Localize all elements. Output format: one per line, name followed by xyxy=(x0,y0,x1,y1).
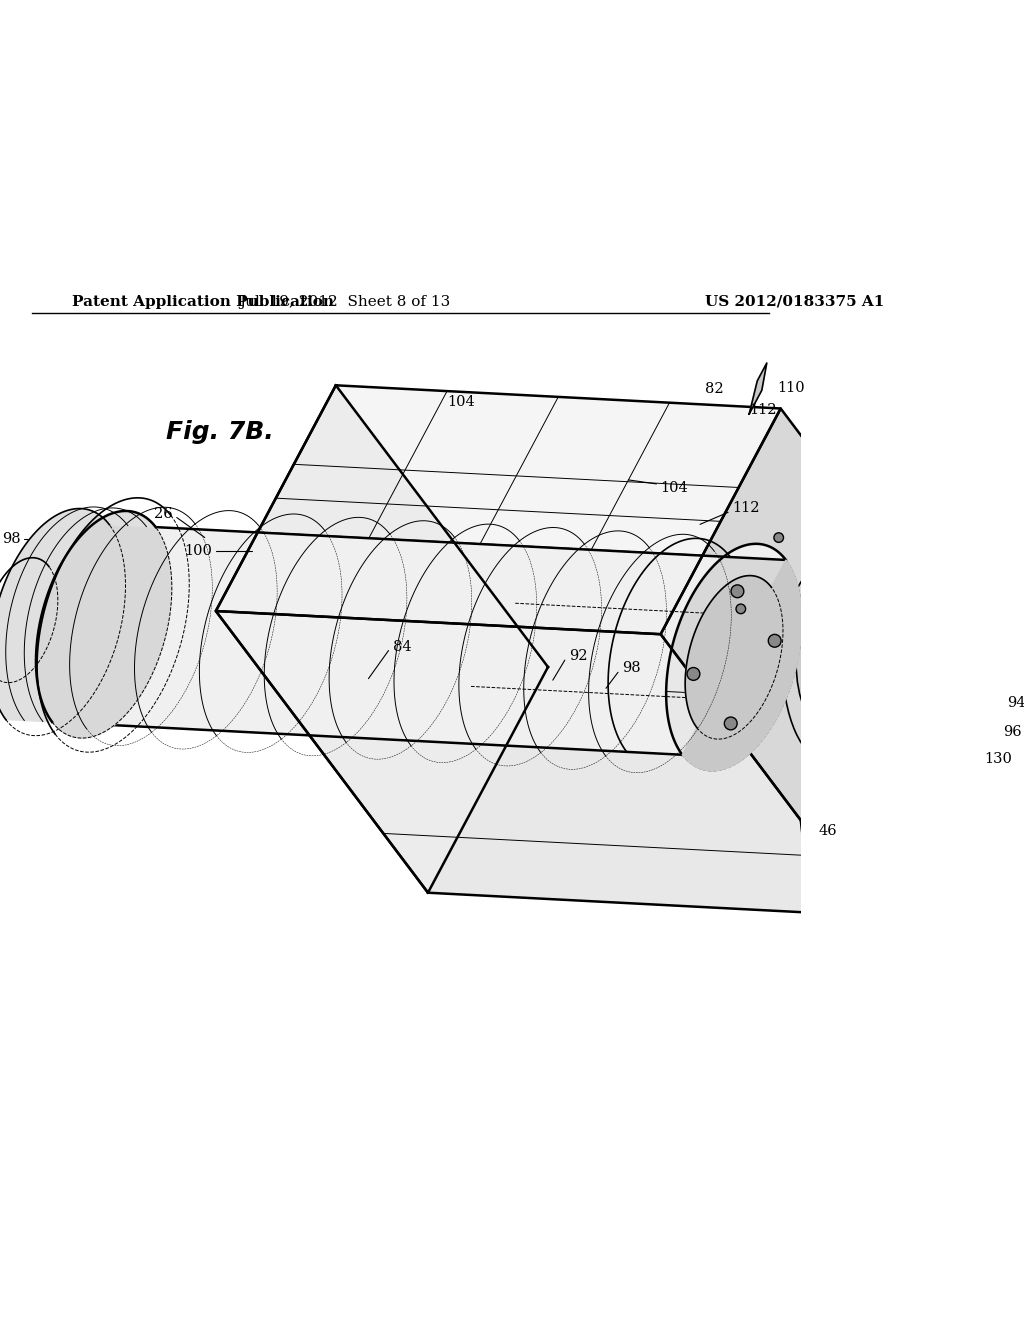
Text: 96: 96 xyxy=(1002,725,1021,739)
Text: 98: 98 xyxy=(2,532,20,546)
Polygon shape xyxy=(750,363,767,414)
Text: 104: 104 xyxy=(660,480,688,495)
Polygon shape xyxy=(36,511,172,738)
Circle shape xyxy=(768,635,781,647)
Text: 46: 46 xyxy=(819,824,838,838)
Text: 92: 92 xyxy=(568,649,588,663)
Text: 84: 84 xyxy=(392,640,411,653)
Text: 112: 112 xyxy=(732,502,760,515)
Text: 110: 110 xyxy=(777,381,805,395)
Circle shape xyxy=(687,668,699,680)
Polygon shape xyxy=(660,408,993,916)
Polygon shape xyxy=(216,385,780,634)
Polygon shape xyxy=(36,511,785,755)
Text: 104: 104 xyxy=(447,396,475,409)
Circle shape xyxy=(731,585,743,598)
Text: US 2012/0183375 A1: US 2012/0183375 A1 xyxy=(705,294,884,309)
Text: 82: 82 xyxy=(705,381,724,396)
Polygon shape xyxy=(800,820,812,849)
Circle shape xyxy=(908,710,918,721)
Polygon shape xyxy=(682,560,802,771)
Ellipse shape xyxy=(796,594,857,730)
Text: Jul. 19, 2012  Sheet 8 of 13: Jul. 19, 2012 Sheet 8 of 13 xyxy=(239,294,450,309)
Text: 100: 100 xyxy=(184,544,212,557)
Polygon shape xyxy=(216,611,872,916)
Text: 130: 130 xyxy=(984,752,1012,767)
Polygon shape xyxy=(806,826,824,863)
Text: 94: 94 xyxy=(1008,696,1024,710)
Circle shape xyxy=(870,781,880,792)
Circle shape xyxy=(724,717,737,730)
Text: Fig. 7B.: Fig. 7B. xyxy=(166,420,274,444)
Circle shape xyxy=(736,605,745,614)
Circle shape xyxy=(774,533,783,543)
Polygon shape xyxy=(216,385,548,892)
Text: 98: 98 xyxy=(622,661,641,676)
Text: 26: 26 xyxy=(154,507,173,520)
Text: Patent Application Publication: Patent Application Publication xyxy=(72,294,334,309)
Polygon shape xyxy=(0,508,156,722)
Ellipse shape xyxy=(808,620,846,705)
Text: 112: 112 xyxy=(750,404,777,417)
